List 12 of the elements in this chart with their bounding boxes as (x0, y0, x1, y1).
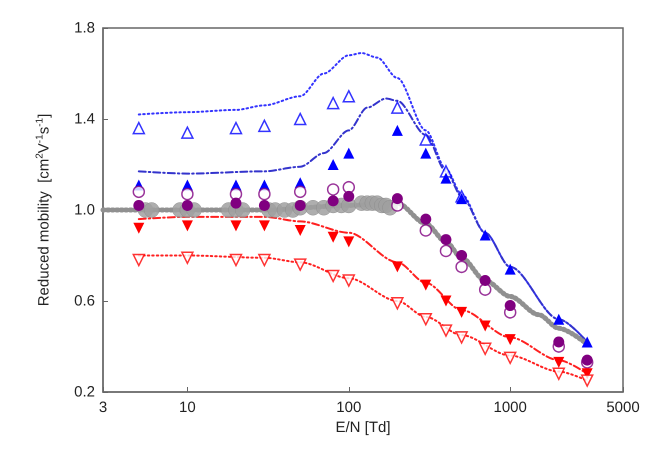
y-tick-label: 0.2 (74, 384, 95, 400)
x-tick-label: 5000 (606, 399, 640, 416)
x-tick-label: 3 (98, 399, 108, 416)
x-tick-label: 10 (179, 399, 196, 416)
y-tick-label: 0.6 (74, 292, 95, 310)
x-tick-label: 1000 (494, 399, 527, 416)
x-axis-title: E/N [Td] (335, 418, 391, 436)
y-axis-title: Reduced mobility [cm2V-1s-1] (34, 114, 52, 306)
x-tick-label: 100 (336, 399, 362, 416)
y-tick-label: 1.8 (74, 20, 95, 36)
y-tick-label: 1.4 (74, 110, 95, 128)
y-tick-label: 1.0 (74, 202, 95, 218)
